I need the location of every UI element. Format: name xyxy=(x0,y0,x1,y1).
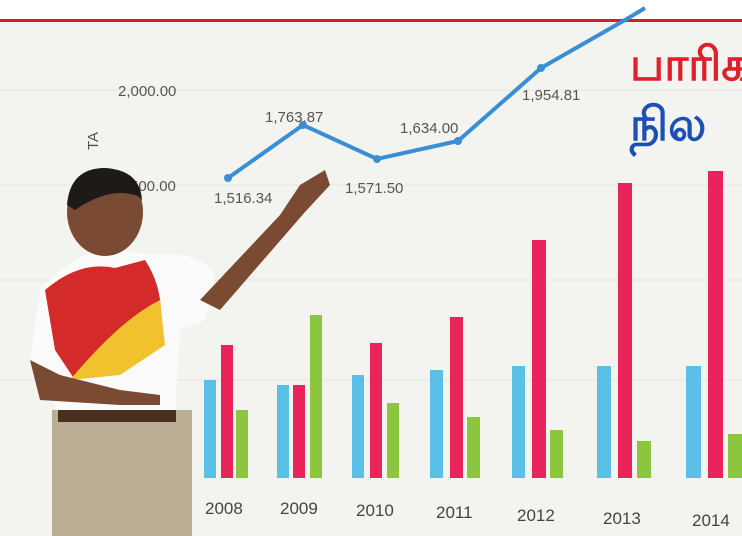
photo: 2,000.00 500.00 TA 1,516.34 1,763.87 1,5… xyxy=(0,0,742,536)
axis-label: 2,000.00 xyxy=(118,83,176,100)
year: 2012 xyxy=(517,506,555,525)
year: 2010 xyxy=(356,501,394,520)
line-label: 1,634.00 xyxy=(400,120,458,137)
year: 2011 xyxy=(436,503,473,522)
line-label: 1,954.81 xyxy=(522,87,580,104)
scene: 2,000.00 500.00 TA 1,516.34 1,763.87 1,5… xyxy=(0,0,742,536)
year: 2009 xyxy=(280,499,318,518)
headline: பாரிக xyxy=(630,37,742,91)
line-label: 1,571.50 xyxy=(345,180,403,197)
year: 2008 xyxy=(205,499,243,518)
headline: நில xyxy=(629,97,706,158)
year: 2013 xyxy=(603,509,641,528)
top-rule xyxy=(0,19,742,22)
line-label: 1,516.34 xyxy=(214,190,272,207)
line-label: 1,763.87 xyxy=(265,109,323,126)
axis-title: TA xyxy=(85,132,102,150)
year: 2014 xyxy=(692,511,730,530)
